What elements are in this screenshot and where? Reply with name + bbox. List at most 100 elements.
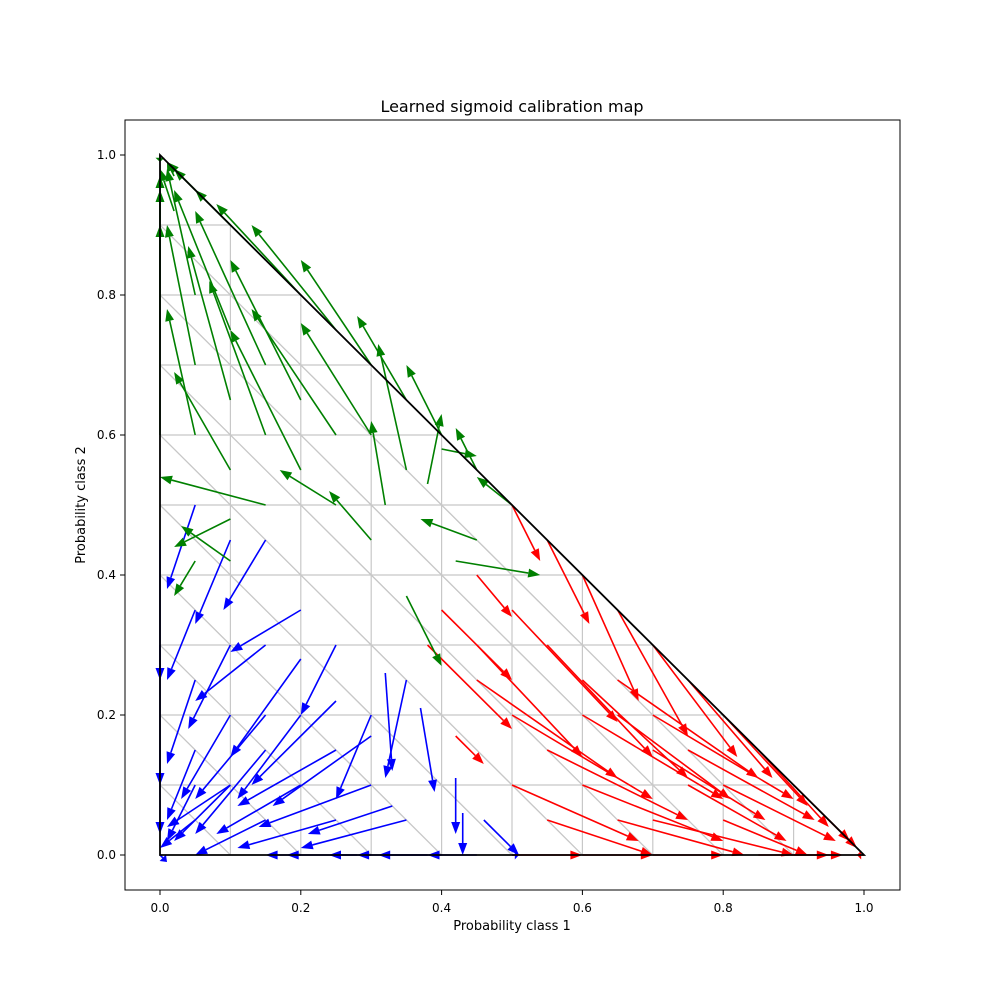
arrow-shaft — [581, 574, 635, 691]
arrow-head — [230, 642, 243, 652]
calibration-arrow — [174, 560, 196, 596]
arrow-head — [527, 568, 541, 578]
arrow-shaft — [431, 522, 478, 541]
calibration-arrow — [652, 644, 738, 757]
arrow-head — [188, 716, 198, 729]
arrow-head — [420, 519, 434, 528]
calibration-arrow — [652, 749, 766, 820]
arrow-shaft — [236, 658, 302, 748]
arrow-shaft — [170, 609, 196, 670]
calibration-arrow — [426, 414, 444, 485]
mesh-line — [159, 294, 724, 856]
arrow-head — [165, 225, 174, 238]
arrow-head — [300, 260, 312, 273]
arrow-shaft — [226, 784, 302, 829]
arrow-shaft — [199, 221, 267, 366]
arrow-shaft — [405, 595, 437, 656]
calibration-arrow — [195, 819, 266, 855]
arrow-head — [580, 611, 590, 624]
calibration-arrow — [441, 448, 477, 459]
arrow-head — [223, 597, 234, 610]
arrow-head — [230, 260, 240, 273]
calibration-arrow — [368, 421, 387, 506]
arrow-head — [237, 840, 251, 849]
calibration-arrow — [187, 246, 232, 401]
arrow-head — [237, 796, 251, 806]
calibration-arrow — [687, 749, 815, 820]
calibration-arrow — [195, 539, 232, 624]
arrow-head — [174, 829, 186, 841]
calibration-arrow — [195, 644, 267, 701]
arrow-head — [174, 537, 187, 547]
arrow-head — [472, 752, 484, 764]
arrow-head — [796, 794, 808, 806]
arrow-shaft — [476, 679, 609, 772]
arrow-shaft — [244, 714, 302, 790]
arrow-shaft — [171, 784, 196, 831]
calibration-arrow — [300, 260, 372, 366]
arrow-head — [336, 786, 345, 799]
arrow-head — [641, 745, 653, 757]
calibration-arrow — [188, 644, 232, 729]
calibration-arrow — [166, 679, 196, 764]
arrow-head — [195, 821, 207, 834]
arrow-shaft — [170, 749, 196, 810]
arrow-shaft — [306, 332, 372, 436]
arrow-head — [230, 330, 240, 343]
arrow-shaft — [617, 819, 733, 853]
arrow-head — [432, 653, 442, 666]
calibration-arrow — [167, 609, 196, 680]
arrow-head — [500, 668, 512, 680]
arrow-head — [640, 789, 653, 799]
arrow-shaft — [212, 291, 267, 436]
arrow-head — [216, 824, 229, 834]
calibration-arrow — [251, 700, 337, 785]
calibration-arrow — [167, 784, 231, 827]
calibration-arrow — [476, 644, 583, 757]
arrow-shaft — [281, 735, 372, 800]
arrow-head — [428, 779, 437, 792]
calibration-arrow — [181, 714, 232, 799]
arrow-head — [817, 815, 829, 827]
calibration-arrow — [458, 813, 468, 855]
arrow-head — [434, 414, 444, 427]
arrow-shaft — [546, 539, 585, 614]
calibration-arrow — [722, 784, 836, 841]
arrow-head — [781, 789, 794, 799]
x-tick-label: 0.4 — [432, 901, 451, 915]
calibration-arrow — [581, 574, 639, 701]
arrow-shaft — [247, 749, 337, 801]
x-tick-label: 0.0 — [150, 901, 169, 915]
arrow-head — [166, 751, 176, 764]
arrow-shaft — [205, 819, 266, 851]
x-axis-ticks: 0.0 0.2 0.4 0.6 0.8 1.0 — [150, 890, 874, 915]
calibration-arrow — [209, 281, 267, 436]
arrow-head — [195, 211, 205, 224]
calibration-arrow — [329, 491, 372, 541]
calibration-arrow — [195, 211, 267, 366]
y-tick-label: 0.8 — [97, 288, 116, 302]
arrow-head — [383, 765, 393, 778]
arrow-head — [676, 766, 688, 778]
arrow-head — [272, 795, 285, 806]
arrow-head — [530, 548, 541, 561]
arrow-shaft — [186, 714, 232, 790]
arrow-head — [794, 846, 808, 855]
arrow-shaft — [455, 735, 476, 757]
arrow-shaft — [192, 644, 232, 719]
calibration-arrow — [511, 504, 541, 561]
arrow-shaft — [511, 609, 610, 714]
calibration-arrow — [455, 735, 484, 764]
arrow-head — [300, 323, 311, 336]
y-tick-label: 1.0 — [97, 148, 116, 162]
calibration-arrow — [195, 714, 267, 799]
calibration-arrow — [165, 309, 196, 436]
arrow-shaft — [652, 644, 731, 748]
y-tick-label: 0.2 — [97, 708, 116, 722]
calibration-arrow — [279, 470, 337, 506]
arrow-head — [464, 449, 477, 459]
arrow-shaft — [177, 200, 232, 331]
arrow-shaft — [362, 325, 408, 401]
